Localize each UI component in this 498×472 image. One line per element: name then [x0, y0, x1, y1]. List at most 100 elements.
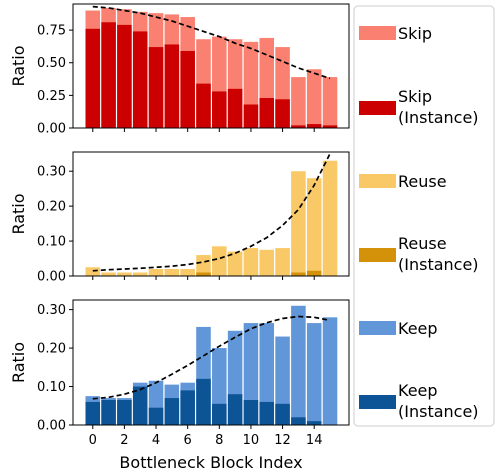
panel-top-instance-bar-13 — [291, 125, 306, 128]
legend-label-0: Skip — [398, 24, 432, 43]
panel-middle-bar-0 — [85, 267, 101, 276]
panel-bottom-instance-bar-2 — [117, 400, 132, 425]
panel-bottom-bar-13 — [291, 305, 306, 425]
panel-bottom-instance-bar-0 — [85, 401, 101, 425]
panel-bottom-xtick-label-3: 6 — [184, 433, 192, 448]
panel-top-instance-bar-3 — [132, 31, 148, 129]
panel-top-instance-bar-0 — [85, 28, 101, 128]
panel-middle-bar-10 — [243, 248, 259, 276]
panel-top-bar-15 — [322, 77, 338, 128]
panel-top-instance-bar-2 — [117, 24, 132, 129]
panel-middle-ytick-label-3: 0.30 — [37, 165, 66, 180]
panel-bottom-instance-bar-1 — [101, 400, 116, 425]
panel-bottom-xtick-label-6: 12 — [274, 433, 291, 448]
panel-top-instance-bar-7 — [196, 83, 211, 128]
panel-middle-bar-2 — [117, 272, 132, 276]
legend-label-1: Skip — [398, 87, 432, 106]
panel-top-frame — [72, 3, 350, 129]
panel-top-trend-line — [92, 5, 331, 80]
panel-top-ytick-label-2: 0.50 — [37, 56, 66, 71]
panel-middle-bar-3 — [132, 272, 148, 276]
panel-bottom-ytick-label-0: 0.00 — [37, 419, 66, 434]
legend-box — [353, 5, 495, 427]
legend-label-3-line2: (Instance) — [398, 255, 479, 274]
panel-bottom-instance-bar-6 — [180, 390, 195, 425]
panel-top-ylabel: Ratio — [9, 45, 28, 86]
panel-bottom-bar-11 — [259, 323, 275, 425]
panel-bottom-xtick-label-5: 10 — [243, 433, 260, 448]
panel-bottom-instance-bar-12 — [275, 403, 290, 425]
panel-bottom-xlabel: Bottleneck Block Index — [119, 453, 302, 472]
panel-top-instance-bar-1 — [101, 22, 116, 129]
panel-middle-bar-9 — [227, 251, 243, 276]
panel-middle-ytick-label-2: 0.20 — [37, 200, 66, 215]
panel-middle-bar-1 — [101, 272, 116, 276]
legend-label-5-line2: (Instance) — [398, 402, 479, 421]
panel-top-ytick-label-1: 0.25 — [37, 89, 66, 104]
panel-middle-bar-13 — [291, 171, 306, 276]
panel-top-instance-bar-4 — [148, 47, 164, 128]
legend-label-3: Reuse — [398, 234, 447, 253]
legend-swatch-5 — [359, 395, 396, 409]
legend-label-5: Keep — [398, 381, 438, 400]
panel-middle-bar-4 — [148, 269, 164, 276]
legend-swatch-2 — [359, 174, 396, 188]
panel-middle-bar-14 — [306, 178, 322, 276]
panel-middle-bar-15 — [322, 160, 338, 276]
panel-bottom-instance-bar-5 — [164, 398, 180, 425]
panel-bottom-xtick-label-1: 2 — [120, 433, 128, 448]
panel-middle-ytick-label-0: 0.00 — [37, 270, 66, 285]
panel-bottom-ylabel: Ratio — [9, 342, 28, 383]
panel-bottom-ytick-label-1: 0.10 — [37, 380, 66, 395]
panel-bottom-bar-15 — [322, 317, 338, 425]
panel-middle-trend-line — [92, 153, 331, 272]
panel-top-instance-bar-8 — [212, 91, 227, 128]
panel-middle-bar-8 — [212, 246, 227, 276]
panel-bottom-bar-14 — [306, 323, 322, 425]
panel-bottom-instance-bar-9 — [227, 394, 243, 425]
panel-top-bar-14 — [306, 69, 322, 128]
panel-bottom-xtick-label-2: 4 — [152, 433, 160, 448]
panel-middle-bar-5 — [164, 269, 180, 276]
panel-top-instance-bar-9 — [227, 88, 243, 128]
panel-top-instance-bar-6 — [180, 50, 195, 129]
panel-top-instance-bar-15 — [322, 125, 338, 128]
legend-swatch-3 — [359, 248, 396, 262]
panel-top-instance-bar-11 — [259, 97, 275, 128]
panel-middle-frame — [72, 151, 350, 277]
panel-bottom-xtick-label-7: 14 — [306, 433, 323, 448]
panel-bottom-xtick-label-0: 0 — [89, 433, 97, 448]
panel-middle-instance-bar-13 — [291, 272, 306, 276]
panel-bottom-instance-bar-3 — [132, 386, 148, 425]
panel-bottom-instance-bar-7 — [196, 378, 211, 425]
panel-bottom-instance-bar-14 — [306, 421, 322, 425]
panel-top-instance-bar-10 — [243, 104, 259, 128]
panel-bottom-instance-bar-10 — [243, 400, 259, 425]
panel-top-instance-bar-5 — [164, 44, 180, 128]
panel-top-bar-13 — [291, 77, 306, 128]
panel-bottom-trend-line — [92, 315, 331, 400]
panel-bottom-instance-bar-4 — [148, 407, 164, 425]
legend-label-2: Reuse — [398, 172, 447, 191]
panel-bottom-instance-bar-13 — [291, 417, 306, 425]
panel-middle-bar-7 — [196, 255, 211, 276]
legend-swatch-0 — [359, 26, 396, 40]
panel-middle-bar-11 — [259, 249, 275, 276]
panel-top-instance-bar-12 — [275, 99, 290, 128]
legend-swatch-4 — [359, 321, 396, 335]
legend-swatch-1 — [359, 101, 396, 115]
panel-top-ytick-label-3: 0.75 — [37, 24, 66, 39]
panel-bottom-instance-bar-11 — [259, 401, 275, 425]
panel-middle-bar-6 — [180, 269, 195, 276]
panel-top-instance-bar-14 — [306, 124, 322, 128]
panel-bottom-bar-12 — [275, 336, 290, 425]
panel-bottom-ytick-label-3: 0.30 — [37, 303, 66, 318]
panel-bottom-instance-bar-8 — [212, 403, 227, 425]
panel-middle-ylabel: Ratio — [9, 193, 28, 234]
panel-bottom-bar-10 — [243, 323, 259, 425]
panel-bottom-ytick-label-2: 0.20 — [37, 342, 66, 357]
panel-bottom-frame — [72, 299, 350, 426]
legend-label-4: Keep — [398, 319, 438, 338]
panel-middle-instance-bar-7 — [196, 272, 211, 276]
